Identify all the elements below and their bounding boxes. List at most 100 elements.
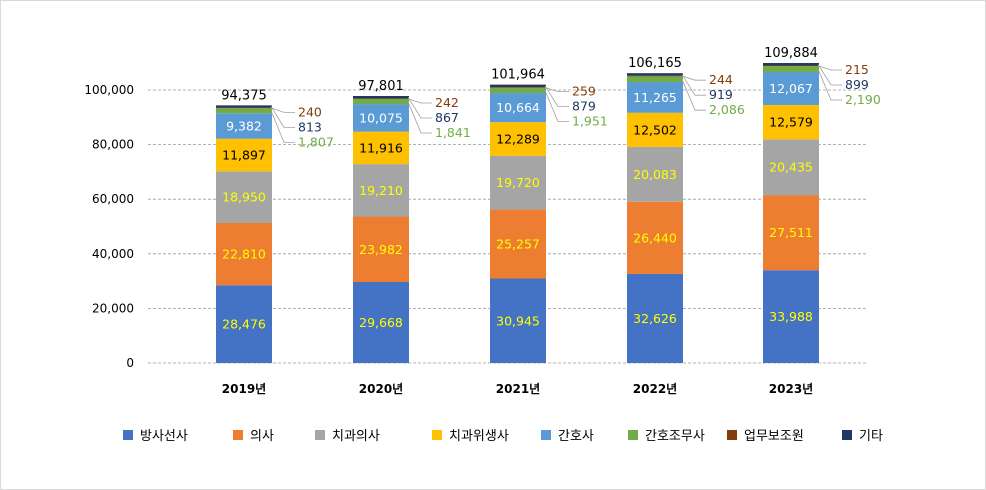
data-label: 18,950	[222, 190, 266, 205]
data-label: 22,810	[222, 247, 266, 262]
x-category-label: 2021년	[496, 382, 540, 396]
data-label: 12,067	[769, 81, 813, 96]
data-label: 23,982	[359, 242, 403, 257]
bar-segment	[353, 96, 409, 99]
bar-segment	[216, 113, 272, 139]
data-label: 19,720	[496, 175, 540, 190]
legend-swatch	[432, 430, 442, 440]
bar-segment	[490, 87, 546, 88]
data-label: 9,382	[226, 118, 262, 133]
data-label: 1,951	[572, 114, 608, 129]
bar-segment	[627, 73, 683, 76]
bar-segment	[353, 131, 409, 165]
total-label: 101,964	[491, 68, 545, 83]
bar-segment	[216, 108, 272, 114]
data-label: 19,210	[359, 183, 403, 198]
legend-label: 치과위생사	[449, 429, 509, 444]
data-label: 215	[845, 62, 869, 77]
data-label: 30,945	[496, 313, 540, 328]
bar-segment	[353, 164, 409, 217]
bar-segment	[763, 195, 819, 271]
x-category-label: 2023년	[769, 382, 813, 396]
bar-segment	[763, 66, 819, 73]
bar-segment	[353, 99, 409, 105]
bar-segment	[216, 107, 272, 109]
bar-segment	[353, 216, 409, 283]
leader-line	[681, 79, 706, 111]
legend-swatch	[541, 430, 551, 440]
bar-segment	[353, 98, 409, 100]
data-label: 240	[298, 104, 322, 119]
data-label: 2,086	[709, 102, 745, 117]
data-label: 12,289	[496, 131, 540, 146]
data-label: 242	[435, 95, 459, 110]
bar-segment	[627, 273, 683, 363]
leader-line	[407, 101, 432, 134]
legend-swatch	[727, 430, 737, 440]
data-label: 25,257	[496, 237, 540, 252]
data-label: 259	[572, 84, 596, 99]
data-label: 33,988	[769, 309, 813, 324]
bar-segment	[490, 278, 546, 363]
bar-segment	[627, 201, 683, 274]
x-category-label: 2022년	[633, 382, 677, 396]
bar-segment	[763, 104, 819, 140]
leader-line	[681, 74, 706, 96]
bar-segment	[490, 155, 546, 210]
data-label: 28,476	[222, 317, 266, 332]
bar-segment	[216, 105, 272, 108]
x-category-label: 2019년	[222, 382, 266, 396]
bar-segment	[627, 75, 683, 77]
legend-label: 업무보조원	[744, 429, 804, 444]
data-label: 11,265	[633, 90, 677, 105]
legend-swatch	[233, 430, 243, 440]
data-label: 12,502	[633, 122, 677, 137]
total-label: 94,375	[221, 88, 267, 103]
data-label: 1,841	[435, 125, 471, 140]
y-tick-label: 0	[126, 356, 134, 370]
bar-segment	[763, 270, 819, 363]
bar-segment	[490, 93, 546, 123]
y-tick-label: 20,000	[92, 301, 134, 315]
legend-label: 기타	[859, 429, 883, 444]
legend-label: 치과의사	[332, 429, 380, 444]
bar-segment	[627, 76, 683, 83]
bar-segment	[353, 282, 409, 363]
bar-segment	[763, 63, 819, 66]
data-label: 26,440	[633, 230, 677, 245]
legend-label: 의사	[250, 429, 274, 444]
bar-segment	[490, 84, 546, 88]
bar-segment	[490, 209, 546, 279]
data-label: 1,807	[298, 134, 334, 149]
bar-segment	[216, 138, 272, 172]
data-label: 813	[298, 119, 322, 134]
data-label: 11,897	[222, 148, 266, 163]
y-tick-label: 40,000	[92, 247, 134, 261]
leader-line	[407, 96, 432, 119]
bar-segment	[763, 65, 819, 67]
x-category-label: 2020년	[359, 382, 403, 396]
total-label: 109,884	[764, 46, 818, 61]
data-label: 10,664	[496, 100, 540, 115]
legend-label: 간호사	[558, 429, 594, 444]
leader-line	[544, 90, 569, 123]
legend-swatch	[123, 430, 133, 440]
bar-segment	[216, 171, 272, 223]
bar-segment	[216, 222, 272, 286]
bar-segment	[490, 87, 546, 94]
leader-line	[270, 106, 295, 128]
leader-line	[817, 65, 842, 71]
total-label: 106,165	[628, 56, 682, 71]
leader-line	[817, 68, 842, 101]
data-label: 919	[709, 87, 733, 102]
data-label: 32,626	[633, 311, 677, 326]
bar-segment	[763, 139, 819, 196]
data-label: 2,190	[845, 92, 881, 107]
legend-swatch	[842, 430, 852, 440]
y-tick-label: 100,000	[84, 83, 134, 97]
data-label: 867	[435, 110, 459, 125]
bar-segment	[353, 104, 409, 132]
bar-segment	[627, 146, 683, 202]
